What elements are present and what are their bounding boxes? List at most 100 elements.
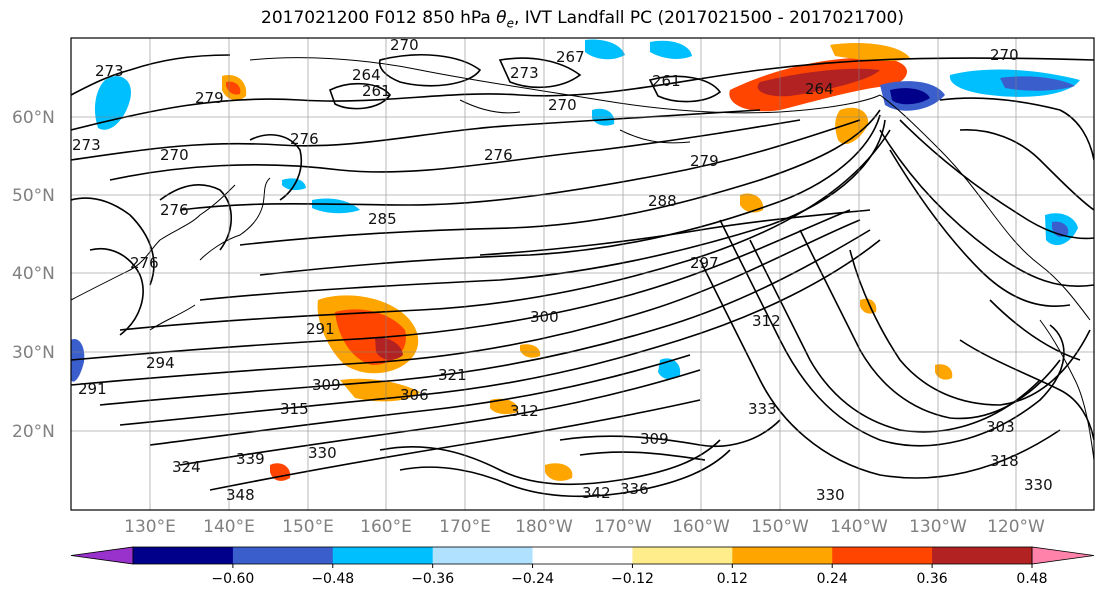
longitude-labels: 130°E 140°E 150°E 160°E 170°E 180°W 170°… [124,517,1045,537]
colorbar-tick-label: 0.24 [817,571,848,587]
contour-label: 276 [130,254,159,272]
figure-title: 2017021200 F012 850 hPa θe, IVT Landfall… [261,8,904,31]
theta-e-contours [71,54,1094,498]
contour-label: 264 [805,80,834,98]
contour-line [799,229,1061,420]
contour-label: 348 [226,486,255,504]
shading-patch [94,76,131,130]
contour-line [259,114,881,276]
contour-line [119,129,891,331]
shading-patch [757,68,880,97]
contour-label: 324 [172,458,201,476]
contour-line [71,54,231,96]
contour-label: 285 [368,210,397,228]
colorbar-tick-label: −0.48 [311,571,354,587]
lat-label: 50°N [12,186,55,206]
contour-line [559,419,781,448]
contour-label: 309 [640,430,669,448]
lon-label: 140°E [203,517,255,537]
colorbar-tick-label: −0.60 [211,571,254,587]
coastline [199,177,271,261]
shading-patch [830,42,910,62]
shading-patch [1000,76,1075,91]
contour-line [71,219,861,386]
contour-label: 312 [510,402,539,420]
coastline [149,304,196,331]
colorbar-segment [832,547,933,564]
colorbar-frame [132,546,1033,565]
contour-line [879,129,1094,288]
shading-patch [890,88,930,105]
colorbar-tick-label: 0.48 [1016,571,1047,587]
contour-line [379,439,721,486]
contour-label: 276 [484,146,513,164]
shading-patch [520,344,541,358]
contour-line [989,299,1081,361]
lon-label: 170°E [439,517,491,537]
contour-line [399,449,731,498]
contour-label: 261 [652,72,681,90]
lon-label: 180°W [515,517,573,537]
lat-label: 30°N [12,343,55,363]
shading-patch [650,40,692,59]
lon-label: 130°W [909,517,967,537]
contour-labels: 273 279 270 264 261 267 273 270 276 261 … [72,36,1053,504]
shading-patch [490,398,519,415]
shading-patch [340,378,420,402]
shading-patch [312,198,360,214]
contour-label: 300 [530,308,559,326]
lon-label: 120°W [987,517,1045,537]
shading-patch [226,81,241,95]
coastline [1039,319,1094,461]
lon-label: 130°E [124,517,176,537]
latitude-labels: 60°N 50°N 40°N 30°N 20°N [12,108,55,442]
colorbar [70,546,1095,565]
lon-label: 150°W [751,517,809,537]
contour-line [329,82,391,110]
contour-label: 270 [548,96,577,114]
contour-line [99,229,871,406]
colorbar-tick-label: −0.24 [511,571,554,587]
contour-line [959,129,1094,211]
map-panel [71,38,1094,510]
colorbar-tick-label: −0.12 [611,571,654,587]
lon-label: 160°W [672,517,730,537]
contour-line [89,248,144,336]
shading-patch [740,193,764,213]
contour-line [939,97,1094,161]
contour-label: 306 [400,386,429,404]
contour-label: 294 [146,354,175,372]
contour-label: 330 [308,444,337,462]
contour-label: 270 [390,36,419,54]
contour-label: 321 [438,366,467,384]
colorbar-segment [932,547,1033,564]
contour-label: 267 [556,48,585,66]
colorbar-segment [632,547,733,564]
contour-line [239,109,881,246]
coastline [619,129,691,144]
shading-patch [71,339,85,382]
contour-line [119,239,881,426]
colorbar-tick-label: −0.36 [411,571,454,587]
shading-patch [585,39,625,60]
contour-line [899,119,1094,240]
contour-line [889,149,1071,308]
colorbar-tick-label: 0.36 [917,571,948,587]
lat-label: 40°N [12,264,55,284]
contour-label: 264 [352,66,381,84]
coastlines [71,57,1094,461]
map-frame [70,37,1095,511]
contour-label: 276 [160,201,189,219]
contour-line [71,209,851,361]
colorbar-segment [432,547,534,564]
shading-patch [270,463,291,481]
lon-label: 170°W [594,517,652,537]
shading-patch [935,364,953,380]
contour-line [479,209,871,256]
contour-label: 333 [748,400,777,418]
ivt-shading [71,39,1080,481]
contour-line [699,259,1061,479]
contour-line [179,369,701,466]
colorbar-segment [133,547,234,564]
shading-patch [375,337,403,360]
